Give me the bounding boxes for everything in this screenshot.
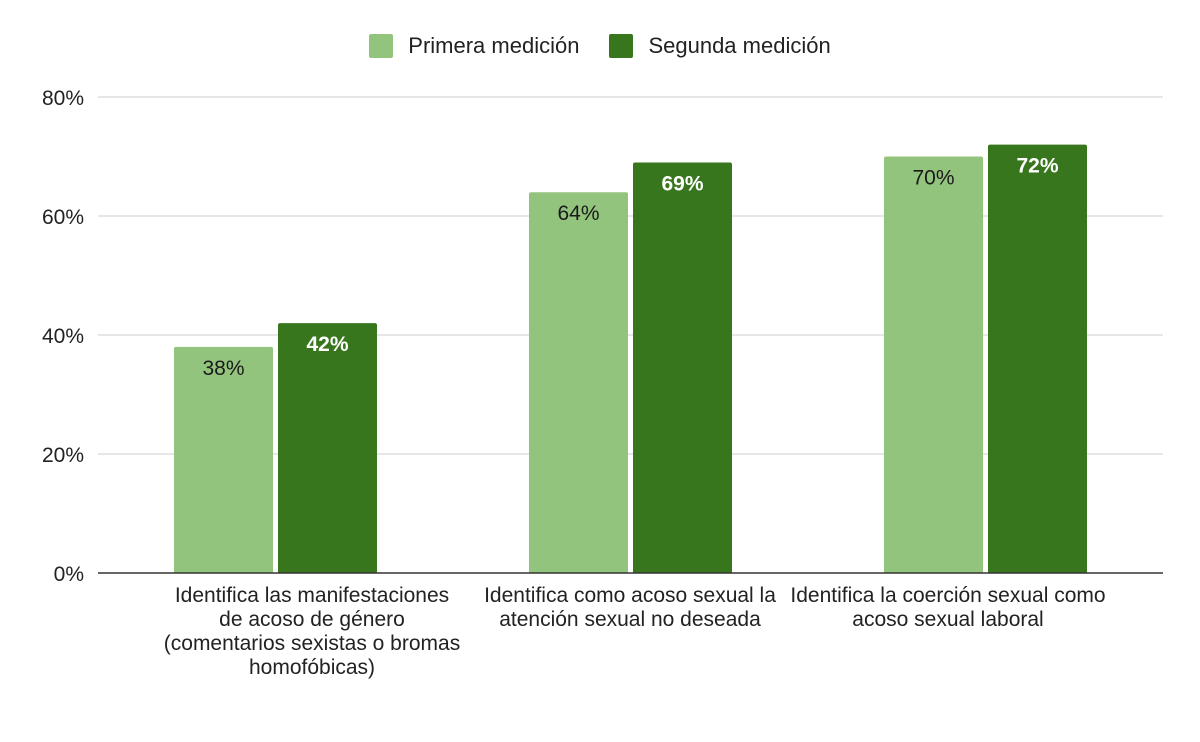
y-tick-label: 60%: [42, 206, 84, 229]
y-axis-tick-labels: 0% 20% 40% 60% 80%: [42, 87, 84, 586]
data-label-segunda-3: 72%: [1016, 155, 1058, 178]
data-label-segunda-2: 69%: [661, 172, 703, 195]
bar-segunda-2: [633, 162, 732, 573]
legend-swatch-primera: [369, 34, 394, 58]
legend-label-segunda: Segunda medición: [648, 33, 831, 58]
bar-primera-1: [174, 346, 273, 573]
data-label-primera-1: 38%: [202, 357, 244, 380]
data-label-primera-2: 64%: [557, 202, 599, 225]
bar-primera-3: [884, 156, 983, 573]
legend: Primera medición Segunda medición: [0, 33, 1200, 59]
gridlines: [98, 96, 1163, 455]
y-tick-label: 0%: [54, 563, 84, 586]
bar-segunda-1: [278, 323, 377, 573]
data-label-primera-3: 70%: [912, 167, 954, 190]
y-tick-label: 80%: [42, 87, 84, 110]
bars: [174, 144, 1087, 573]
data-label-segunda-1: 42%: [306, 333, 348, 356]
legend-swatch-segunda: [609, 34, 634, 58]
x-category-label-1: Identifica las manifestaciones de acoso …: [163, 584, 461, 679]
data-labels: 38% 42% 64% 69% 70% 72%: [202, 155, 1058, 380]
x-category-label-2: Identifica como acoso sexual la atención…: [484, 584, 776, 631]
legend-label-primera: Primera medición: [408, 33, 580, 58]
legend-item-segunda: Segunda medición: [609, 33, 831, 59]
legend-item-primera: Primera medición: [369, 33, 579, 59]
y-tick-label: 20%: [42, 444, 84, 467]
y-tick-label: 40%: [42, 325, 84, 348]
x-category-label-3: Identifica la coerción sexual como acoso…: [790, 584, 1106, 631]
bar-primera-2: [529, 192, 628, 573]
bar-segunda-3: [988, 144, 1087, 573]
